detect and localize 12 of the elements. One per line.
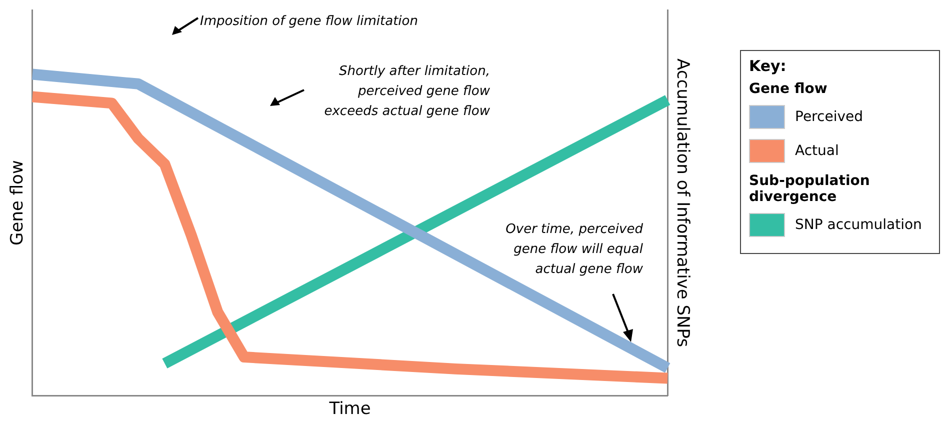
legend-title: Key: xyxy=(749,57,788,75)
legend-label: Perceived xyxy=(795,109,863,125)
legend-label: Actual xyxy=(795,143,839,159)
y-axis-title: Gene flow xyxy=(8,160,28,246)
annotation: Over time, perceived gene flow will equal actual gene flow xyxy=(504,221,643,279)
legend-label: SNP accumulation xyxy=(795,217,922,233)
x-axis-title: Time xyxy=(328,399,371,420)
text: Sub-population divergence xyxy=(749,173,871,205)
text: Imposition of gene flow limitation xyxy=(200,13,419,31)
text: Gene flow xyxy=(749,81,828,97)
y2-axis-title: Accumulation of Informative SNPs xyxy=(672,58,692,348)
annotation: Shortly after limitation, perceived gene flow exceeds actual gene flow xyxy=(323,63,490,121)
